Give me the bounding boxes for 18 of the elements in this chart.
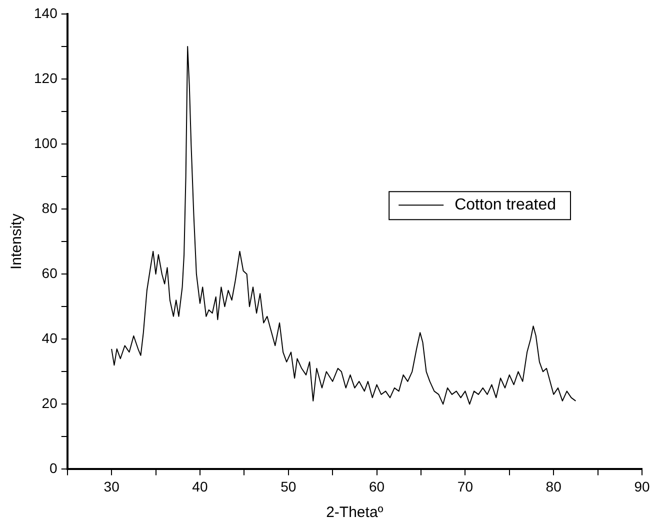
x-tick-label: 60 xyxy=(368,478,385,494)
x-tick-label: 90 xyxy=(634,478,650,494)
y-axis-title: Intensity xyxy=(8,213,26,270)
x-tick-label: 50 xyxy=(280,478,296,494)
y-tick-label: 140 xyxy=(34,4,58,21)
x-tick-label: 30 xyxy=(104,478,120,494)
y-tick-label: 120 xyxy=(34,70,58,86)
x-tick-label: 80 xyxy=(546,478,562,494)
y-tick-label: 80 xyxy=(42,200,58,216)
y-tick-label: 100 xyxy=(34,134,58,151)
y-tick-label: 60 xyxy=(42,264,58,281)
legend-label: Cotton treated xyxy=(454,196,556,214)
x-tick-label: 70 xyxy=(457,478,474,494)
y-tick-label: 20 xyxy=(42,395,58,412)
y-tick-label: 40 xyxy=(42,330,58,346)
x-axis-title: 2-Thetaº xyxy=(326,504,384,522)
x-tick-label: 40 xyxy=(192,478,208,494)
y-tick-label: 0 xyxy=(50,460,58,476)
